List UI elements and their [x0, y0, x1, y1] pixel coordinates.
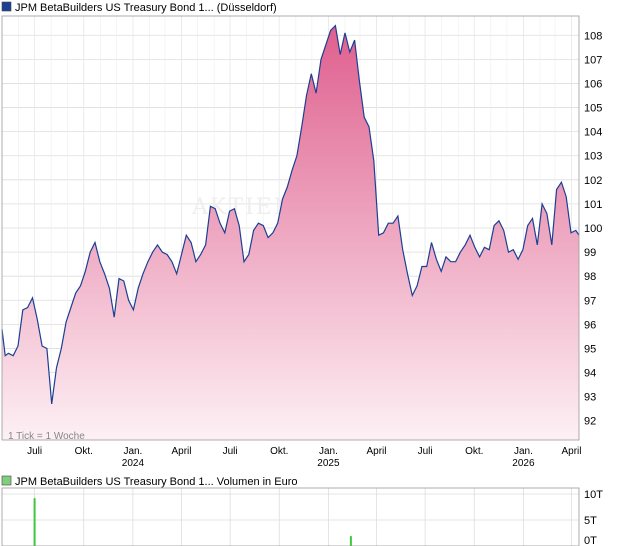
x-tick-label: April [172, 446, 192, 457]
y-tick-label: 93 [584, 392, 596, 404]
y-tick-label: 100 [584, 223, 602, 235]
y-tick-label: 96 [584, 319, 596, 331]
price-legend-swatch [1, 1, 12, 12]
x-tick-label: Juli [418, 446, 433, 457]
y-tick-label: 99 [584, 247, 596, 259]
x-tick-label: Okt. [465, 446, 483, 457]
volume-chart-title: JPM BetaBuilders US Treasury Bond 1... V… [15, 476, 297, 488]
x-tick-year: 2025 [317, 458, 340, 469]
x-tick-label: Jan. [319, 446, 338, 457]
y-tick-label: 108 [584, 30, 602, 42]
price-area-fill [2, 25, 579, 440]
x-tick-label: Okt. [75, 446, 93, 457]
x-tick-year: 2026 [512, 458, 535, 469]
y-tick-label: 106 [584, 78, 602, 90]
price-series-line [1, 24, 580, 404]
y-tick-label: 98 [584, 271, 596, 283]
volume-y-axis: 10T 5T 0T [584, 489, 603, 546]
y-tick-label: 103 [584, 151, 602, 163]
x-tick-year: 2024 [122, 458, 145, 469]
y-tick-label: 92 [584, 416, 596, 428]
x-tick-label: Jan. [123, 446, 142, 457]
tick-note: 1 Tick = 1 Woche [8, 431, 85, 442]
y-tick-label: 94 [584, 368, 596, 380]
watermark: AKTIEN [191, 195, 295, 220]
price-y-axis: 92 93 94 95 96 97 98 99 100 101 102 103 104 105 106 107… [584, 30, 602, 427]
volume-plot-frame [1, 487, 580, 546]
x-tick-label: Okt. [270, 446, 288, 457]
volume-grid [2, 488, 579, 546]
y-tick-label: 107 [584, 54, 602, 66]
y-tick-label: 95 [584, 343, 596, 355]
y-tick-label: 105 [584, 103, 602, 115]
volume-tick-label: 10T [584, 489, 603, 501]
x-tick-label: April [562, 446, 582, 457]
volume-bars [33, 498, 352, 546]
x-tick-label: Juli [27, 446, 42, 457]
y-tick-label: 101 [584, 199, 602, 211]
y-tick-label: 104 [584, 127, 602, 139]
price-chart-title: JPM BetaBuilders US Treasury Bond 1... (… [15, 2, 277, 14]
y-tick-label: 97 [584, 295, 596, 307]
volume-tick-label: 0T [584, 535, 597, 546]
x-tick-label: April [367, 446, 387, 457]
x-tick-label: Juli [223, 446, 238, 457]
x-tick-label: Jan. [514, 446, 533, 457]
y-tick-label: 102 [584, 175, 602, 187]
price-plot-frame [1, 15, 580, 441]
volume-legend-swatch [1, 475, 12, 486]
volume-bar [349, 536, 352, 546]
volume-bar [33, 498, 36, 546]
volume-tick-label: 5T [584, 515, 597, 527]
